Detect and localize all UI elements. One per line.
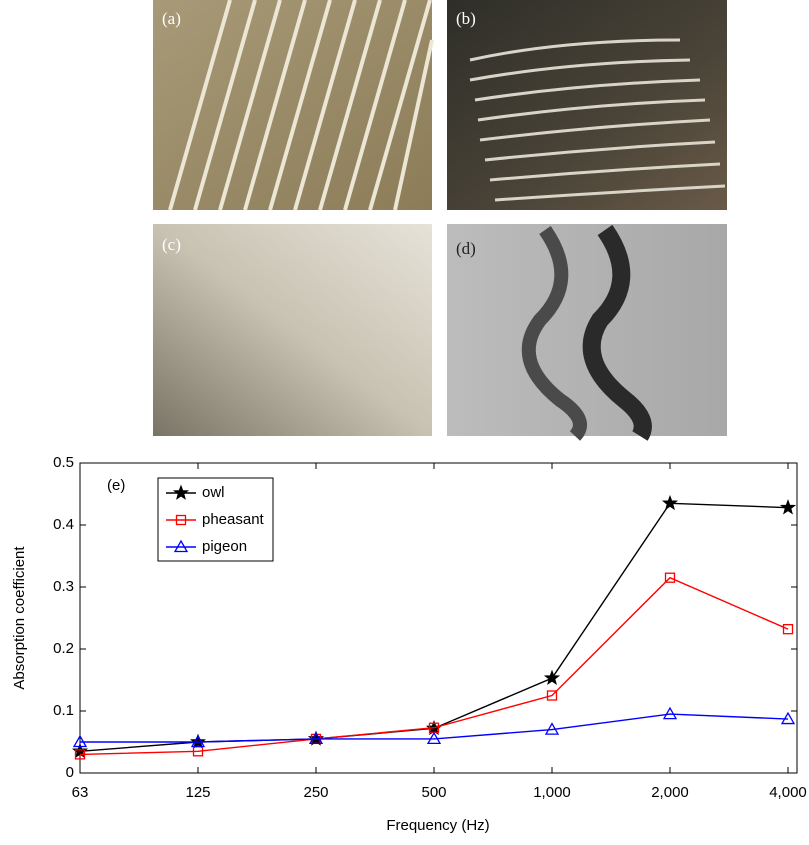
panel-label: (c) xyxy=(162,235,181,254)
x-tick-label: 500 xyxy=(421,784,446,801)
marker xyxy=(662,706,678,720)
photo-a: (a) xyxy=(153,0,434,211)
series-line xyxy=(80,713,789,743)
photo-b: (b) xyxy=(447,0,727,210)
marker xyxy=(544,722,560,735)
photo-c: (c) xyxy=(153,224,432,436)
marker xyxy=(782,624,794,635)
y-tick-label: 0.4 xyxy=(53,516,74,533)
x-tick-label: 4,000 xyxy=(769,784,807,801)
legend-label: owl xyxy=(202,484,225,501)
x-tick-label: 1,000 xyxy=(533,784,571,801)
marker xyxy=(173,539,189,553)
x-axis-label: Frequency (Hz) xyxy=(386,817,489,834)
legend-label: pheasant xyxy=(202,511,265,528)
panel-label: (a) xyxy=(162,9,181,28)
x-tick-label: 2,000 xyxy=(651,784,689,801)
y-tick-label: 0.2 xyxy=(53,640,74,657)
plot-frame xyxy=(79,462,798,774)
marker xyxy=(546,690,558,701)
marker xyxy=(74,749,86,760)
marker xyxy=(664,572,676,583)
marker xyxy=(72,734,88,748)
y-tick-label: 0.1 xyxy=(53,702,74,719)
panel-label: (d) xyxy=(456,239,476,258)
photo-d: (d) xyxy=(447,224,727,441)
legend-label: pigeon xyxy=(202,538,247,555)
y-tick-label: 0.3 xyxy=(53,578,74,595)
panel-label: (b) xyxy=(456,9,476,28)
x-tick-label: 250 xyxy=(303,784,328,801)
x-tick-label: 125 xyxy=(185,784,210,801)
marker xyxy=(426,731,442,745)
chart: (e) Frequency (Hz) Absorption coefficien… xyxy=(11,454,807,834)
series-line xyxy=(79,576,789,756)
y-tick-label: 0 xyxy=(66,764,74,781)
marker xyxy=(543,669,561,685)
x-tick-label: 63 xyxy=(72,784,89,801)
marker xyxy=(779,499,797,515)
y-axis-label: Absorption coefficient xyxy=(11,546,28,690)
marker xyxy=(190,734,206,748)
marker xyxy=(308,731,324,745)
marker xyxy=(175,514,187,526)
marker xyxy=(780,711,796,725)
marker xyxy=(661,494,679,511)
marker xyxy=(172,484,190,500)
y-tick-label: 0.5 xyxy=(53,454,74,471)
annotation: (e) xyxy=(107,477,125,494)
